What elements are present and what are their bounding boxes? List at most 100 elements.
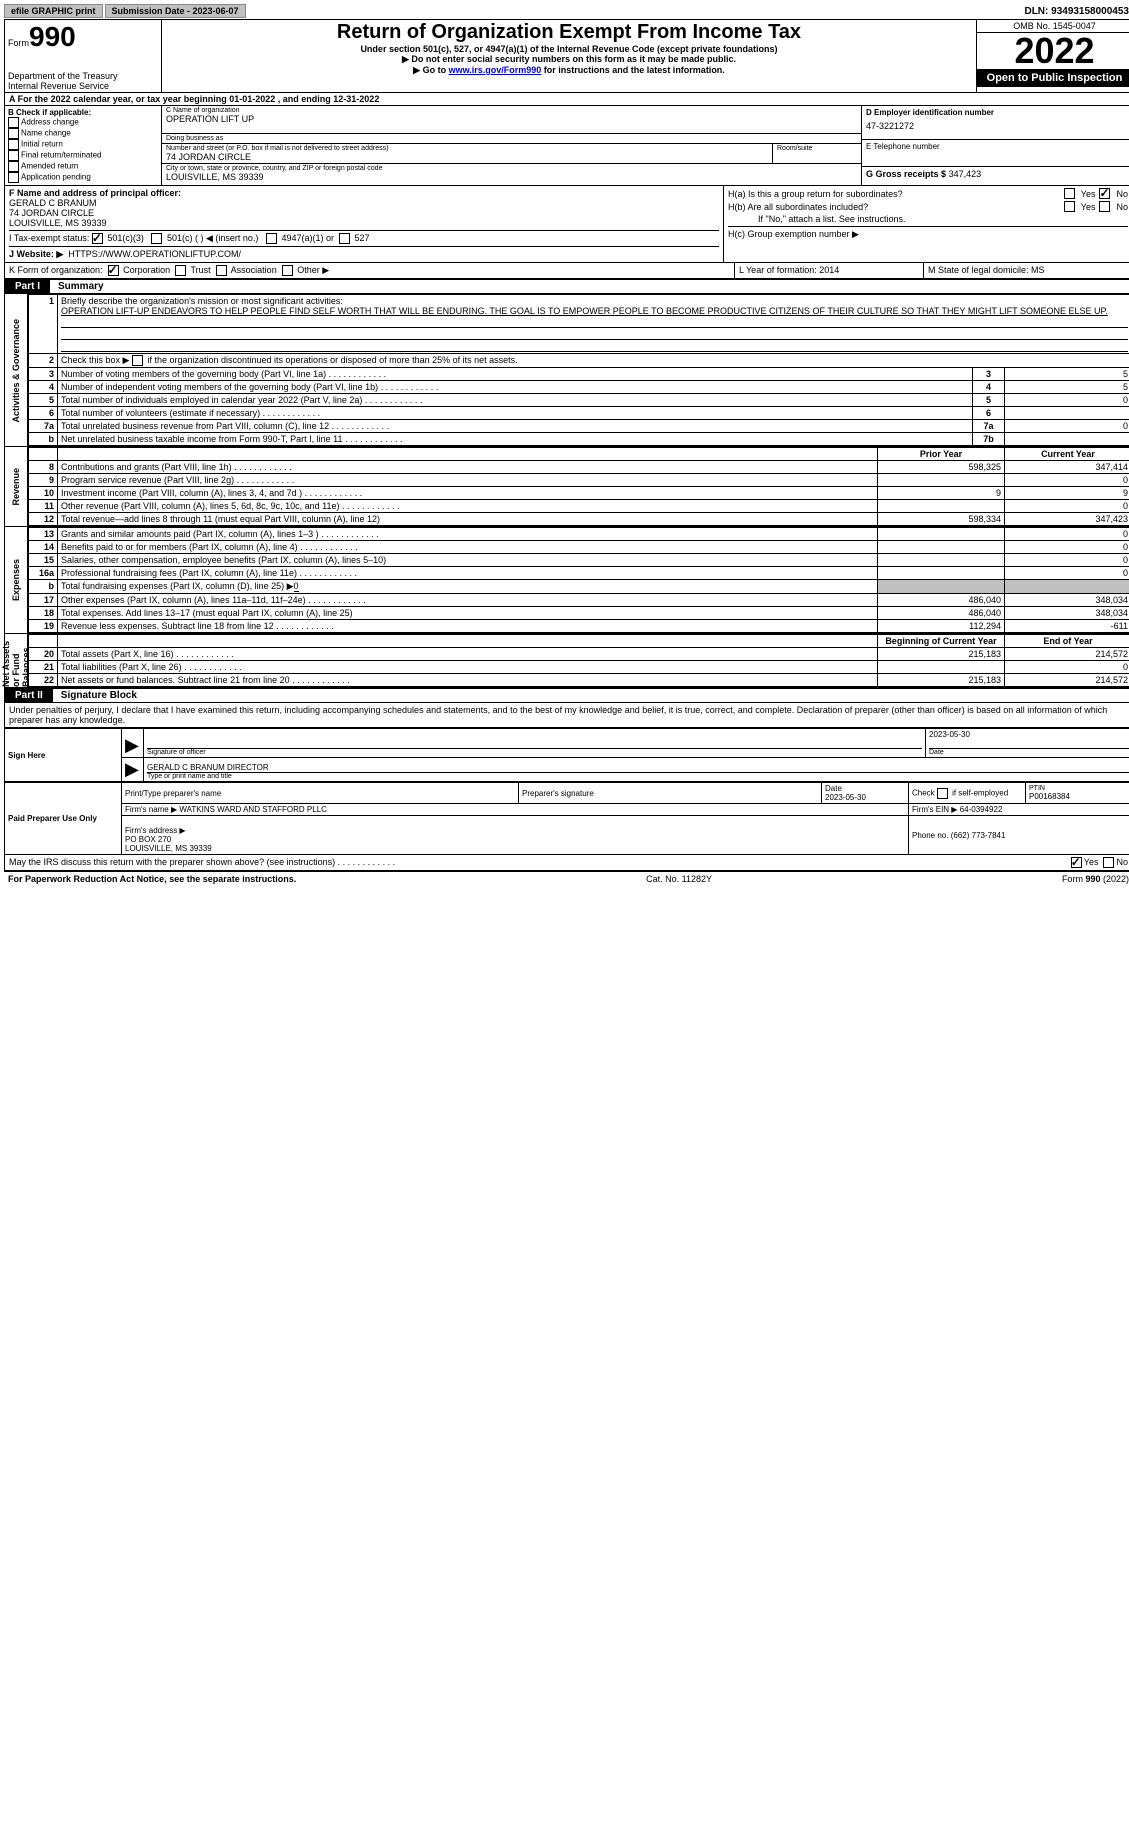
k-assoc[interactable] <box>216 265 227 276</box>
org-name: OPERATION LIFT UP <box>166 114 857 124</box>
ssn-note: ▶ Do not enter social security numbers o… <box>165 54 973 65</box>
line2-cb[interactable] <box>132 355 143 366</box>
b-amended[interactable]: Amended return <box>8 161 158 172</box>
desc: Total liabilities (Part X, line 26) <box>58 661 878 674</box>
ln: 16a <box>29 567 58 580</box>
officer-addr2: LOUISVILLE, MS 39339 <box>9 218 107 228</box>
dln: DLN: 93493158000453 <box>1024 6 1129 17</box>
hb-no[interactable] <box>1099 201 1110 212</box>
vlabel-net: Net Assets or Fund Balances <box>1 634 31 687</box>
sign-here: Sign Here <box>5 729 122 782</box>
date-label: Date <box>929 749 1129 756</box>
irs-link[interactable]: www.irs.gov/Form990 <box>449 65 542 75</box>
ein: 47-3221272 <box>866 121 1128 131</box>
ha-yes[interactable] <box>1064 188 1075 199</box>
hb-note: If "No," attach a list. See instructions… <box>728 214 1128 224</box>
curr: 0 <box>1005 528 1129 541</box>
form-ref: Form 990 (2022) <box>1062 874 1129 884</box>
hdr-prior: Prior Year <box>878 448 1005 461</box>
ha-no[interactable] <box>1099 188 1110 199</box>
f-label: F Name and address of principal officer: <box>9 188 181 198</box>
block-activities: Activities & Governance 1 Briefly descri… <box>4 294 1129 447</box>
arrow-icon: ▶ <box>122 729 144 758</box>
box: 6 <box>973 407 1005 420</box>
prep-date: Date 2023-05-30 <box>822 783 909 804</box>
may-irs-text: May the IRS discuss this return with the… <box>9 857 1071 868</box>
form-header: Form990 Department of the Treasury Inter… <box>4 19 1129 93</box>
form-subtitle: Under section 501(c), 527, or 4947(a)(1)… <box>165 44 973 54</box>
cat-no: Cat. No. 11282Y <box>646 874 712 884</box>
street: 74 JORDAN CIRCLE <box>166 152 768 162</box>
curr: 347,423 <box>1005 513 1129 526</box>
k-label: K Form of organization: <box>9 265 103 275</box>
b-title: B Check if applicable: <box>8 108 158 117</box>
hc-row: H(c) Group exemption number ▶ <box>728 226 1128 240</box>
col-b: B Check if applicable: Address change Na… <box>5 106 162 185</box>
b-initial-return[interactable]: Initial return <box>8 139 158 150</box>
block-revenue: Revenue Prior YearCurrent Year 8Contribu… <box>4 447 1129 527</box>
city: LOUISVILLE, MS 39339 <box>166 172 857 182</box>
cb-501c[interactable] <box>151 233 162 244</box>
vlabel-ag: Activities & Governance <box>11 319 21 423</box>
section-bcde: B Check if applicable: Address change Na… <box>4 106 1129 186</box>
dept-treasury: Department of the Treasury Internal Reve… <box>8 71 158 91</box>
cb-501c3[interactable] <box>92 233 103 244</box>
box: 4 <box>973 381 1005 394</box>
k-other[interactable] <box>282 265 293 276</box>
cb-self[interactable] <box>937 788 948 799</box>
curr: 214,572 <box>1005 674 1129 687</box>
desc: Contributions and grants (Part VIII, lin… <box>58 461 878 474</box>
declaration: Under penalties of perjury, I declare th… <box>4 703 1129 728</box>
b-name-change[interactable]: Name change <box>8 128 158 139</box>
b-app-pending[interactable]: Application pending <box>8 172 158 183</box>
row-a-tax-year: A For the 2022 calendar year, or tax yea… <box>4 93 1129 106</box>
desc: Total number of individuals employed in … <box>58 394 973 407</box>
may-no[interactable] <box>1103 857 1114 868</box>
i-501c: 501(c) ( ) ◀ (insert no.) <box>167 233 258 243</box>
street-label: Number and street (or P.O. box if mail i… <box>166 145 768 152</box>
firm-ein: 64-0394922 <box>960 805 1003 814</box>
curr: 0 <box>1005 500 1129 513</box>
b-final-return[interactable]: Final return/terminated <box>8 150 158 161</box>
may-irs-row: May the IRS discuss this return with the… <box>4 855 1129 871</box>
ln: 8 <box>29 461 58 474</box>
desc: Total expenses. Add lines 13–17 (must eq… <box>58 607 878 620</box>
d-label: D Employer identification number <box>866 108 1128 117</box>
b-address-change[interactable]: Address change <box>8 117 158 128</box>
line1-label: Briefly describe the organization's miss… <box>61 296 343 306</box>
ln: 5 <box>29 394 58 407</box>
efile-button[interactable]: efile GRAPHIC print <box>4 4 103 18</box>
curr: 0 <box>1005 554 1129 567</box>
top-bar: efile GRAPHIC print Submission Date - 20… <box>4 4 1129 18</box>
hb-yes[interactable] <box>1064 201 1075 212</box>
box: 7a <box>973 420 1005 433</box>
desc: Number of voting members of the governin… <box>58 368 973 381</box>
sig-date-val: 2023-05-30 <box>929 730 1129 749</box>
i-527: 527 <box>355 233 370 243</box>
val: 5 <box>1005 381 1129 394</box>
goto-link-row: ▶ Go to www.irs.gov/Form990 for instruct… <box>165 65 973 76</box>
ln: 6 <box>29 407 58 420</box>
form-title: Return of Organization Exempt From Incom… <box>165 21 973 44</box>
k-corp[interactable] <box>108 265 119 276</box>
ptin-label: PTIN <box>1029 785 1129 792</box>
cb-4947[interactable] <box>266 233 277 244</box>
ln: 22 <box>29 674 58 687</box>
sig-officer-label: Signature of officer <box>147 749 922 756</box>
hdr-end: End of Year <box>1005 635 1129 648</box>
ln: 14 <box>29 541 58 554</box>
goto-post: for instructions and the latest informat… <box>541 65 725 75</box>
desc: Professional fundraising fees (Part IX, … <box>58 567 878 580</box>
type-name-label: Type or print name and title <box>147 773 1129 780</box>
ln: 11 <box>29 500 58 513</box>
may-yes[interactable] <box>1071 857 1082 868</box>
room-label: Room/suite <box>777 145 857 152</box>
gross-receipts: 347,423 <box>949 169 982 179</box>
section-fhij: F Name and address of principal officer:… <box>4 186 1129 263</box>
val <box>1005 407 1129 420</box>
k-trust[interactable] <box>175 265 186 276</box>
prior <box>878 554 1005 567</box>
desc: Total assets (Part X, line 16) <box>58 648 878 661</box>
cb-527[interactable] <box>339 233 350 244</box>
desc: Other revenue (Part VIII, column (A), li… <box>58 500 878 513</box>
